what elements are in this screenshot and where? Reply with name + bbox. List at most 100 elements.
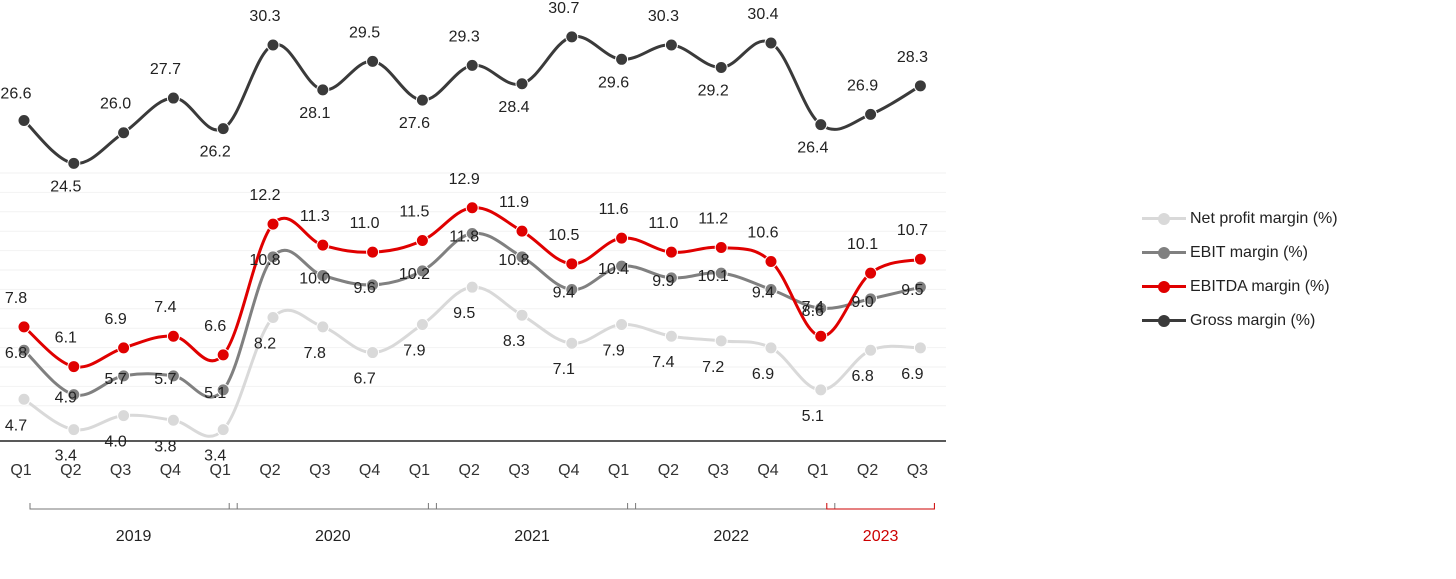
data-label-net-profit: 7.9 [403,343,425,360]
year-label: 2021 [514,528,550,545]
x-tick-label: Q1 [10,462,31,479]
data-label-net-profit: 3.8 [154,438,176,455]
data-point-gross [166,91,180,105]
data-label-net-profit: 8.2 [254,336,276,353]
data-point-net-profit [764,341,778,355]
data-label-ebit: 10.4 [598,261,629,278]
data-label-net-profit: 7.1 [553,361,575,378]
x-tick-label: Q3 [708,462,729,479]
data-point-net-profit [366,346,380,360]
data-point-net-profit [266,311,280,325]
data-label-gross: 26.0 [100,96,131,113]
legend-item-ebitda: EBITDA margin (%) [1142,270,1338,304]
data-label-net-profit: 7.2 [702,359,724,376]
data-label-gross: 29.3 [449,28,480,45]
data-label-ebit: 6.8 [5,345,27,362]
data-point-gross [714,60,728,74]
data-label-gross: 28.4 [498,99,529,116]
data-label-ebitda: 12.9 [449,171,480,188]
data-label-ebit: 5.7 [154,371,176,388]
series-ebitda [17,201,927,374]
data-point-gross [814,118,828,132]
data-point-ebitda [166,329,180,343]
data-label-ebit: 5.1 [204,385,226,402]
data-point-gross [664,38,678,52]
data-label-net-profit: 7.8 [304,345,326,362]
x-tick-label: Q2 [60,462,81,479]
data-point-gross [216,122,230,136]
data-label-gross: 30.7 [548,0,579,17]
legend-marker-ebit [1142,246,1186,260]
data-label-net-profit: 4.0 [104,434,126,451]
data-label-ebitda: 10.7 [897,222,928,239]
data-label-ebitda: 11.0 [648,215,678,232]
data-point-ebit [913,280,927,294]
data-labels: 4.7 3.4 4.0 3.8 3.4 8.2 7.8 6.7 7.9 9.5 8.3 7.1 7.9 7… [0,0,928,465]
legend-label: EBIT margin (%) [1190,244,1308,261]
data-label-ebit: 10.8 [498,252,529,269]
data-point-ebit [366,278,380,292]
data-point-gross [17,114,31,127]
x-tick-label: Q4 [558,462,579,479]
data-point-ebit [664,271,678,285]
data-point-net-profit [515,308,529,322]
data-point-net-profit [415,318,429,332]
data-point-ebit [415,264,429,278]
data-label-ebitda: 11.9 [499,194,529,211]
data-label-ebit: 5.7 [104,371,126,388]
data-point-gross [415,93,429,107]
data-point-gross [565,30,579,44]
data-point-ebit [615,259,629,273]
year-bracket [627,503,836,510]
data-label-gross: 26.6 [0,86,31,103]
data-label-gross: 28.1 [299,105,330,122]
data-point-gross [117,126,131,140]
legend-item-net-profit: Net profit margin (%) [1142,202,1338,236]
data-label-ebit: 9.6 [353,280,375,297]
data-point-net-profit [714,334,728,348]
data-label-ebit: 9.5 [901,282,923,299]
data-label-ebit: 4.9 [55,390,77,407]
data-label-gross: 27.6 [399,115,430,132]
data-point-ebitda [266,217,280,231]
data-point-ebit [515,250,529,264]
data-label-ebit: 10.1 [698,268,729,285]
data-point-ebitda [864,266,878,280]
data-label-gross: 29.6 [598,74,629,91]
x-tick-label: Q3 [110,462,131,479]
legend-label: Net profit margin (%) [1190,210,1338,227]
data-label-gross: 24.5 [50,178,81,195]
data-label-ebit: 9.9 [652,273,674,290]
x-tick-label: Q1 [807,462,828,479]
data-point-ebit [216,383,230,397]
data-label-gross: 26.2 [200,144,231,161]
x-tick-label: Q2 [857,462,878,479]
data-point-ebitda [415,233,429,247]
data-label-ebit: 9.4 [553,285,575,302]
x-tick-label: Q1 [608,462,629,479]
data-point-gross [366,54,380,68]
data-label-net-profit: 3.4 [204,448,226,465]
data-point-net-profit [67,423,81,437]
data-label-ebit: 10.8 [249,252,280,269]
data-label-ebit: 10.0 [299,271,330,288]
data-point-ebitda [814,329,828,343]
x-axis: Q1 Q2 Q3 Q4 Q1 Q2 Q3 Q4 Q1 Q2 Q3 Q4 Q1 Q2 Q3 Q4 Q1 Q2 Q3 20… [10,462,935,545]
data-label-ebitda: 10.1 [847,236,878,253]
data-label-net-profit: 3.4 [55,448,77,465]
data-label-ebitda: 11.6 [599,201,629,218]
data-label-gross: 29.2 [698,82,729,99]
data-label-ebit: 8.6 [802,303,824,320]
data-point-ebit [17,343,31,357]
data-point-ebit [166,369,180,383]
legend-label: EBITDA margin (%) [1190,278,1330,295]
year-label: 2023 [863,528,899,545]
data-label-ebitda: 7.8 [5,290,27,307]
year-bracket [228,503,437,510]
data-point-net-profit [664,329,678,343]
data-point-ebit [814,301,828,315]
data-point-ebitda [913,252,927,266]
data-point-net-profit [216,423,230,437]
series-gross [17,30,927,170]
